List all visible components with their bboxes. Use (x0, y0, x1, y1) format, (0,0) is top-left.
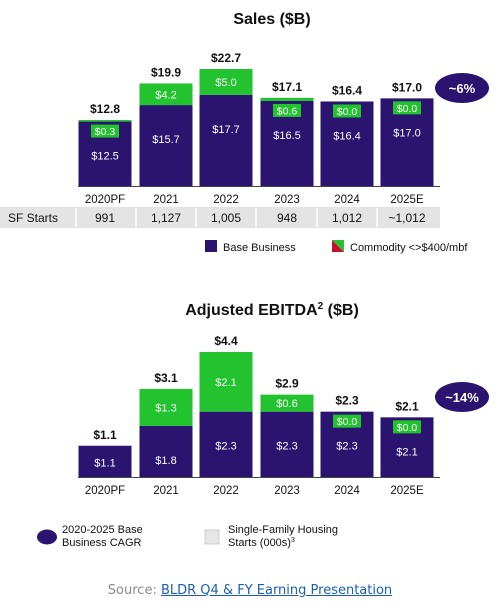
ebitda-base-value-label: $1.1 (94, 457, 115, 469)
ebitda-x-tick-label: 2022 (213, 485, 239, 497)
ebitda-commodity-bar (139, 388, 193, 426)
source-link[interactable]: BLDR Q4 & FY Earning Presentation (160, 583, 393, 598)
source-note: Source: BLDR Q4 & FY Earning Presentatio… (0, 583, 500, 598)
ebitda-total-label: $2.1 (395, 399, 419, 413)
sales-base-value-label: $17.0 (393, 127, 421, 139)
sf-starts-value: 948 (277, 211, 297, 225)
sales-x-tick-label: 2021 (153, 194, 179, 206)
sales-commodity-bar (78, 120, 132, 122)
ebitda-commodity-bar (199, 352, 253, 412)
sales-base-value-label: $16.5 (273, 130, 301, 142)
sf-starts-value: 1,005 (211, 211, 241, 225)
sf-starts-value: 1,127 (151, 211, 181, 225)
legend-base-swatch (205, 240, 217, 252)
sales-total-label: $19.9 (151, 65, 181, 79)
sales-base-bar (139, 105, 193, 186)
ebitda-base-value-label: $2.3 (336, 441, 357, 453)
sales-total-label: $17.0 (392, 80, 422, 94)
sales-base-value-label: $17.7 (212, 124, 240, 136)
sales-chart-title: Sales ($B) (233, 11, 310, 28)
sales-cagr-badge (435, 73, 489, 103)
ebitda-total-label: $4.4 (214, 334, 238, 348)
ebitda-commodity-chip (333, 414, 361, 428)
sales-commodity-bar (139, 83, 193, 106)
ebitda-x-tick-label: 2021 (153, 485, 179, 497)
legend-starts-label: Starts (000s)3 (228, 537, 295, 549)
ebitda-x-tick-label: 2023 (274, 485, 300, 497)
sales-base-value-label: $15.7 (152, 134, 180, 146)
sales-ebitda-chart: Sales ($B) $12.5 $0.3 $12.8 2020PF $15.7 $4.2 $… (0, 11, 489, 549)
sales-cagr-label: ~6% (449, 81, 476, 96)
sf-starts-row-background (0, 207, 440, 228)
ebitda-base-bar (78, 445, 132, 477)
sales-commodity-chip (91, 124, 119, 138)
sales-commodity-value-label: $5.0 (215, 77, 236, 89)
ebitda-commodity-value-label: $0.0 (337, 416, 358, 428)
sales-total-label: $17.1 (272, 80, 302, 94)
ebitda-base-bar (199, 411, 253, 477)
ebitda-base-value-label: $1.8 (155, 455, 176, 467)
legend-cagr-swatch (37, 529, 57, 545)
ebitda-commodity-value-label: $0.0 (397, 422, 418, 434)
ebitda-base-value-label: $2.1 (396, 446, 417, 458)
ebitda-commodity-bar (260, 394, 314, 412)
source-prefix: Source: (107, 583, 161, 598)
sales-commodity-chip (273, 103, 301, 117)
ebitda-total-label: $2.9 (275, 377, 299, 391)
ebitda-cagr-label: ~14% (445, 390, 479, 405)
ebitda-cagr-badge (435, 382, 489, 412)
sales-commodity-chip (333, 104, 361, 118)
sales-commodity-bar (260, 97, 314, 101)
ebitda-base-value-label: $2.3 (276, 441, 297, 453)
ebitda-x-tick-label: 2025E (390, 485, 424, 497)
ebitda-x-tick-label: 2024 (334, 485, 360, 497)
sf-starts-value: 1,012 (332, 211, 362, 225)
ebitda-total-label: $1.1 (93, 428, 117, 442)
sales-x-tick-label: 2023 (274, 194, 300, 206)
sales-commodity-chip (393, 101, 421, 115)
legend-starts-label: Single-Family Housing (228, 524, 338, 536)
sales-x-tick-label: 2022 (213, 194, 239, 206)
ebitda-commodity-chip (393, 420, 421, 434)
sales-base-value-label: $12.5 (91, 151, 119, 163)
ebitda-base-bar (139, 425, 193, 477)
sales-total-label: $12.8 (90, 102, 120, 116)
legend-commodity-label: Commodity <>$400/mbf (350, 242, 468, 254)
sales-commodity-bar (199, 69, 253, 95)
sales-base-value-label: $16.4 (333, 130, 361, 142)
ebitda-base-value-label: $2.3 (215, 441, 236, 453)
legend-cagr-label: 2020-2025 Base (62, 524, 143, 536)
sf-starts-row-label: SF Starts (8, 211, 58, 225)
sales-total-label: $16.4 (332, 83, 362, 97)
legend-commodity-swatch-red (332, 240, 344, 252)
sales-commodity-value-label: $0.6 (277, 105, 298, 117)
sf-starts-value: 991 (95, 211, 115, 225)
ebitda-chart-title: Adjusted EBITDA2 ($B) (185, 301, 359, 319)
sales-commodity-value-label: $0.0 (397, 103, 418, 115)
legend-starts-swatch (204, 529, 220, 545)
ebitda-commodity-value-label: $1.3 (155, 402, 176, 414)
ebitda-commodity-value-label: $2.1 (215, 377, 236, 389)
ebitda-base-bar (260, 411, 314, 477)
sf-starts-value: ~1,012 (388, 211, 425, 225)
sales-commodity-value-label: $4.2 (155, 89, 176, 101)
sales-commodity-value-label: $0.3 (95, 126, 116, 138)
legend-base-label: Base Business (223, 242, 296, 254)
sales-total-label: $22.7 (211, 51, 241, 65)
ebitda-commodity-value-label: $0.6 (276, 398, 297, 410)
sales-x-tick-label: 2024 (334, 194, 360, 206)
sales-x-tick-label: 2020PF (85, 194, 125, 206)
ebitda-total-label: $3.1 (154, 371, 178, 385)
ebitda-total-label: $2.3 (335, 394, 359, 408)
ebitda-x-tick-label: 2020PF (85, 485, 125, 497)
sales-base-bar (199, 94, 253, 186)
sales-commodity-value-label: $0.0 (337, 106, 358, 118)
sales-x-tick-label: 2025E (390, 194, 424, 206)
legend-cagr-label: Business CAGR (62, 537, 142, 549)
